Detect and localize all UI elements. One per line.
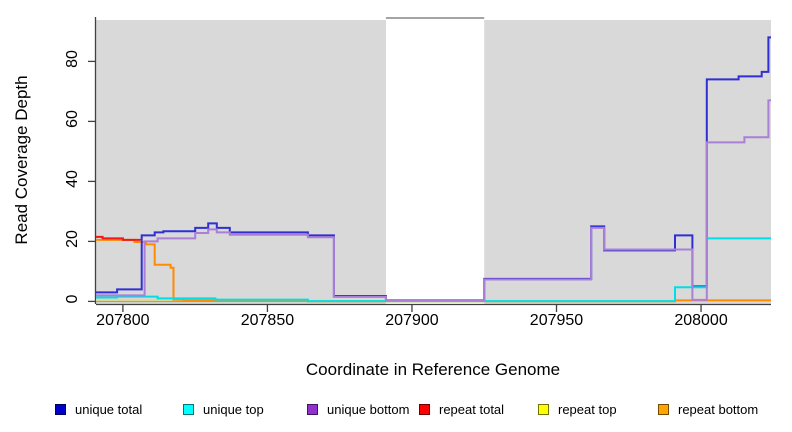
legend-swatch-unique-bottom xyxy=(307,403,318,415)
x-tick-label: 207950 xyxy=(529,312,584,329)
x-axis-title: Coordinate in Reference Genome xyxy=(305,360,561,379)
legend-swatch-unique-total xyxy=(55,403,66,415)
masked-region xyxy=(385,17,485,304)
legend-item-repeat-bottom: repeat bottom xyxy=(658,400,758,418)
legend-swatch-repeat-total xyxy=(419,403,430,415)
series-repeat-total xyxy=(96,235,142,241)
legend-item-repeat-top: repeat top xyxy=(538,400,617,418)
legend-swatch-repeat-top xyxy=(538,403,549,415)
x-tick-label: 208000 xyxy=(674,312,728,329)
x-tick-label: 207900 xyxy=(385,312,439,329)
legend-item-unique-bottom: unique bottom xyxy=(307,400,409,418)
legend-item-unique-total: unique total xyxy=(55,400,142,418)
y-tick-label: 0 xyxy=(64,294,81,304)
legend-label: repeat top xyxy=(558,401,617,417)
y-tick-label: 40 xyxy=(64,170,81,189)
x-tick-label: 207800 xyxy=(96,312,150,329)
y-tick-label: 80 xyxy=(64,50,81,69)
legend-label: unique bottom xyxy=(327,401,410,417)
legend-label: unique top xyxy=(203,401,264,417)
legend-swatch-repeat-bottom xyxy=(658,403,669,415)
series-unique-top xyxy=(96,237,771,303)
x-tick-label: 207850 xyxy=(240,312,295,329)
legend-item-repeat-total: repeat total xyxy=(419,400,504,418)
legend-item-unique-top: unique top xyxy=(183,400,264,418)
legend-label: repeat bottom xyxy=(678,401,759,417)
legend-label: unique total xyxy=(75,401,143,417)
y-tick-label: 60 xyxy=(64,110,81,129)
series-unique-bottom xyxy=(96,99,771,302)
legend-label: repeat total xyxy=(439,401,505,417)
y-tick-label: 20 xyxy=(64,230,81,249)
y-axis-title: Read Coverage Depth xyxy=(12,75,31,245)
legend: unique total unique top unique bottom repea… xyxy=(0,400,792,422)
legend-swatch-unique-top xyxy=(183,403,194,415)
